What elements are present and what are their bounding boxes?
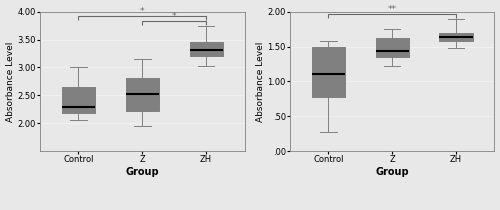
Y-axis label: Absorbance Level: Absorbance Level [6,41,15,122]
PathPatch shape [440,33,472,41]
Y-axis label: Absorbance Level: Absorbance Level [256,41,264,122]
Text: **: ** [388,5,396,14]
PathPatch shape [126,77,159,111]
X-axis label: Group: Group [126,167,159,177]
PathPatch shape [312,47,345,97]
Text: *: * [140,7,144,16]
PathPatch shape [190,42,223,56]
PathPatch shape [62,87,95,113]
PathPatch shape [376,38,409,57]
Text: *: * [172,12,176,21]
X-axis label: Group: Group [376,167,409,177]
